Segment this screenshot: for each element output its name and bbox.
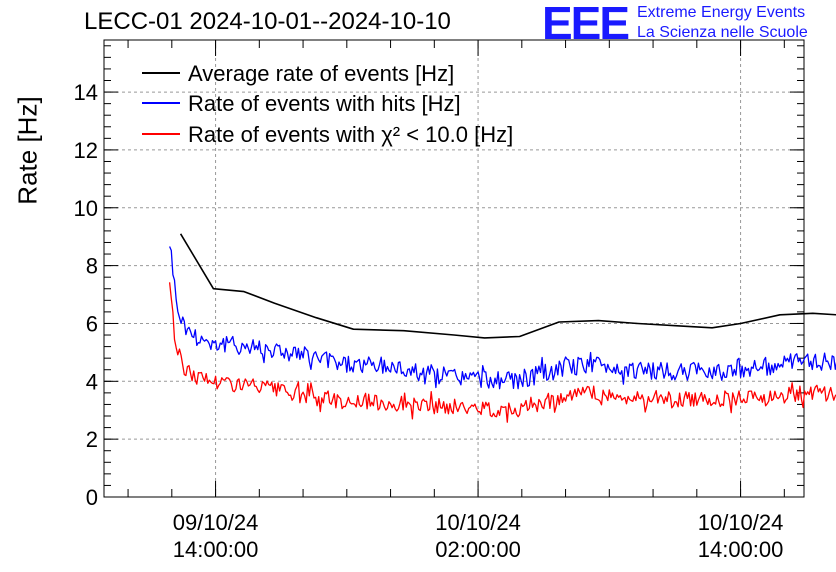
series-line-1 (169, 246, 836, 390)
y-tick-label: 12 (74, 138, 98, 163)
legend-label: Rate of events with χ² < 10.0 [Hz] (188, 122, 513, 147)
y-tick-label: 8 (86, 254, 98, 279)
y-tick-label: 10 (74, 196, 98, 221)
y-tick-label: 14 (74, 80, 98, 105)
eee-logo: EEE (542, 0, 630, 49)
logo-line-2: La Scienza nelle Scuole (637, 24, 808, 41)
x-tick-date-label: 10/10/24 (435, 510, 521, 535)
chart-title: LECC-01 2024-10-01--2024-10-10 (84, 8, 451, 35)
logo-caption: Extreme Energy Events La Scienza nelle S… (637, 3, 808, 43)
y-tick-label: 6 (86, 311, 98, 336)
x-tick-time-label: 02:00:00 (435, 537, 521, 562)
y-tick-label: 0 (86, 485, 98, 510)
x-tick-date-label: 09/10/24 (173, 510, 259, 535)
legend-label: Rate of events with hits [Hz] (188, 91, 461, 116)
x-tick-time-label: 14:00:00 (698, 537, 784, 562)
y-tick-label: 2 (86, 427, 98, 452)
series-line-0 (179, 233, 836, 339)
series-line-2 (168, 282, 836, 423)
y-tick-label: 4 (86, 369, 98, 394)
x-tick-date-label: 10/10/24 (698, 510, 784, 535)
plot-frame (103, 39, 805, 498)
logo-line-1: Extreme Energy Events (637, 4, 806, 21)
x-tick-time-label: 14:00:00 (173, 537, 259, 562)
legend-label: Average rate of events [Hz] (188, 61, 454, 86)
